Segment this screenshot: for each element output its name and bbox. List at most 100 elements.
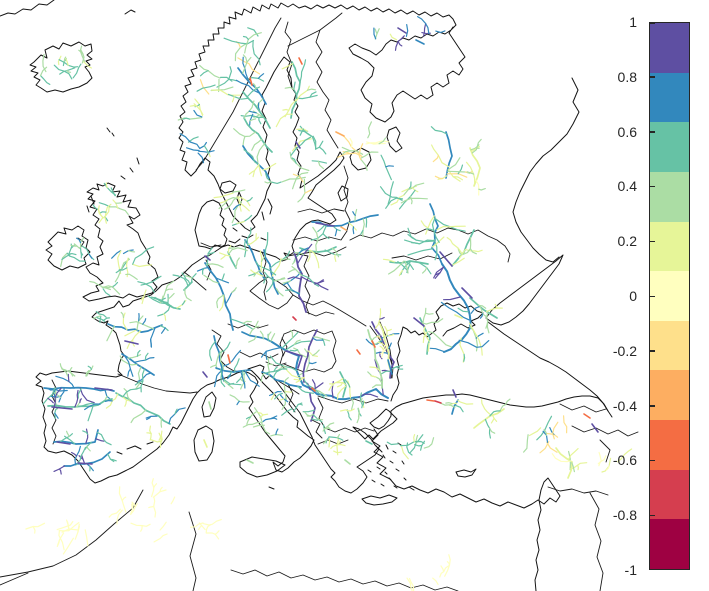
coast-crete-rhodes-cyprus — [361, 468, 477, 506]
river-segment — [207, 251, 216, 255]
river-segment — [372, 384, 383, 389]
river-segment — [298, 57, 303, 65]
river-segment — [264, 181, 272, 184]
river-segment — [335, 381, 346, 385]
country-borders — [0, 12, 639, 591]
river-segment — [53, 392, 62, 399]
river-segment — [423, 22, 427, 37]
river-segment — [555, 447, 573, 479]
river-segment — [121, 496, 127, 502]
river-segment — [244, 239, 265, 279]
river-segment — [58, 468, 62, 475]
river-segment — [240, 370, 245, 384]
river-segment — [248, 272, 257, 277]
river-segment — [232, 204, 241, 210]
river-segment — [89, 280, 103, 287]
river-segment — [95, 310, 107, 318]
river-segment — [379, 345, 384, 351]
river-segment — [387, 333, 395, 337]
river-segment — [485, 320, 489, 329]
river-segment — [199, 69, 209, 77]
river-segment — [281, 258, 291, 261]
river-segment — [124, 340, 139, 345]
river-segment — [287, 276, 302, 280]
river-segment — [246, 197, 253, 202]
river-segment — [427, 342, 430, 352]
river-segment — [260, 255, 266, 262]
river-segment — [215, 352, 220, 370]
river-segment — [237, 57, 261, 75]
river-segment — [551, 453, 572, 463]
river-segment — [473, 408, 505, 429]
river-segment — [404, 260, 409, 274]
river-segment — [263, 369, 281, 374]
river-segment — [56, 538, 61, 548]
river-segment — [77, 387, 82, 399]
river-segment — [163, 313, 167, 321]
river-segment — [92, 204, 100, 211]
river-segment — [267, 363, 274, 366]
river-segment — [63, 56, 67, 63]
river-segment — [481, 399, 492, 416]
river-segment — [293, 339, 301, 346]
river-segment — [244, 370, 260, 387]
river-segment — [311, 379, 316, 390]
river-segment — [161, 327, 166, 334]
river-segment — [457, 399, 474, 405]
river-segment — [58, 530, 65, 551]
colorbar-band-5 — [650, 271, 689, 321]
river-segment — [425, 215, 435, 235]
river-segment — [422, 331, 428, 344]
river-segment — [213, 335, 225, 382]
river-segment — [99, 318, 106, 322]
river-segment — [415, 39, 425, 45]
river-segment — [376, 335, 382, 340]
river-segment — [125, 273, 138, 280]
river-segment — [408, 181, 412, 189]
river-segment — [366, 141, 386, 145]
river-segment — [235, 257, 240, 268]
river-segment — [136, 315, 144, 331]
river-segment — [123, 355, 134, 377]
river-segment — [387, 359, 393, 375]
river-segment — [282, 280, 291, 284]
colorbar-band-7 — [650, 370, 689, 421]
river-segment — [435, 30, 446, 34]
river-segment — [571, 462, 576, 473]
river-segment — [102, 288, 111, 297]
river-segment — [146, 415, 152, 421]
river-segment — [170, 496, 176, 505]
river-segment — [258, 117, 262, 125]
river-segment — [401, 445, 409, 460]
river-segment — [308, 361, 317, 365]
river-segment — [242, 145, 270, 179]
river-segment — [397, 40, 403, 47]
river-segment — [383, 326, 388, 339]
river-segment — [461, 287, 473, 299]
river-segment — [410, 242, 421, 245]
river-segment — [281, 331, 299, 349]
river-segment — [83, 61, 93, 69]
river-segment — [299, 128, 305, 136]
river-segment — [446, 237, 463, 255]
river-segment — [210, 364, 217, 368]
river-segment — [417, 16, 430, 35]
river-segment — [235, 79, 260, 94]
river-segment — [181, 300, 186, 306]
river-segment — [219, 199, 229, 204]
river-segment — [458, 339, 490, 348]
river-segment — [111, 281, 119, 288]
river-segment — [42, 387, 56, 405]
river-segment — [264, 232, 269, 256]
river-segment — [206, 247, 213, 267]
river-segment — [265, 350, 268, 360]
river-segment — [466, 171, 475, 175]
coastlines — [0, 0, 613, 591]
river-segment — [536, 415, 553, 441]
river-segment — [328, 437, 331, 448]
river-segment — [334, 254, 337, 262]
river-segment — [423, 437, 435, 449]
river-segment — [407, 248, 434, 256]
river-segment — [256, 142, 266, 163]
river-segment — [292, 172, 309, 190]
